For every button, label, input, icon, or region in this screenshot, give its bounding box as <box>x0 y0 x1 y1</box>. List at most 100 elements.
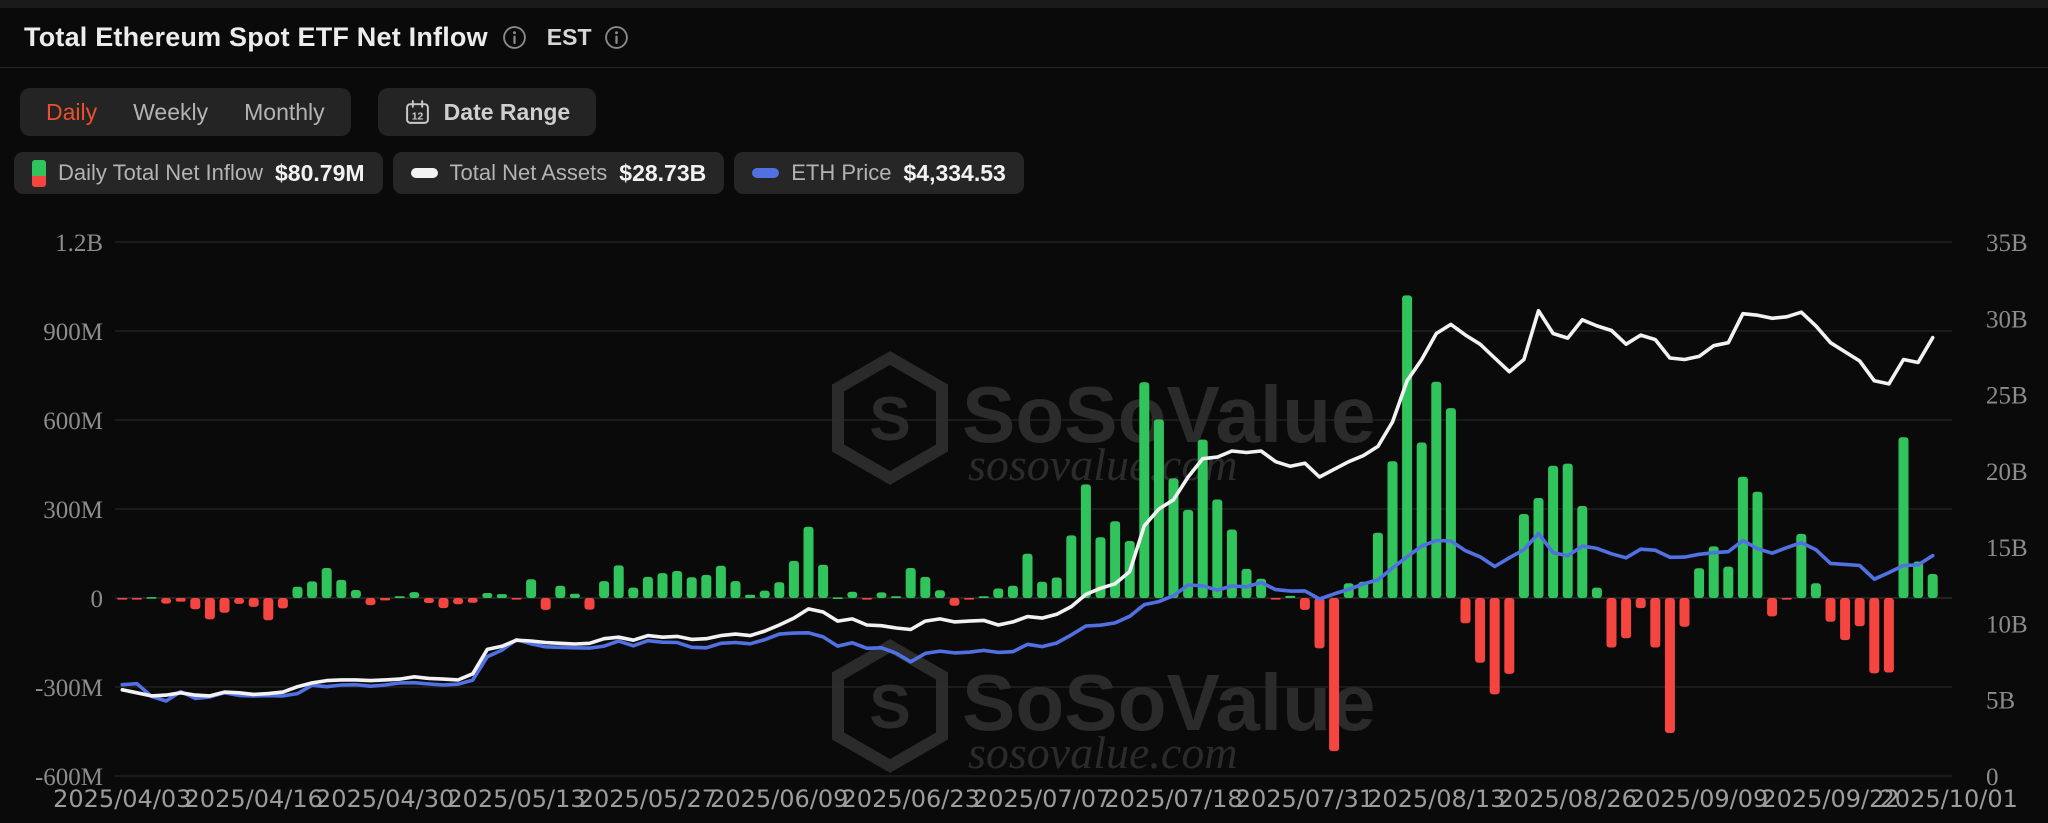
bar <box>1329 598 1340 752</box>
white-dash-swatch-icon <box>410 168 438 178</box>
bar <box>1548 465 1559 598</box>
svg-text:sosovalue.com: sosovalue.com <box>968 727 1238 778</box>
bar <box>1387 461 1398 598</box>
bar <box>701 574 712 598</box>
bar <box>409 592 420 598</box>
bar <box>1708 546 1719 598</box>
bar <box>1372 532 1383 598</box>
bar <box>1110 521 1121 598</box>
bar <box>642 576 653 598</box>
bar <box>482 593 493 598</box>
eth-price-line[interactable] <box>120 531 1935 703</box>
bar <box>219 598 230 613</box>
bar <box>350 590 361 598</box>
bar <box>672 571 683 598</box>
svg-text:-600M: -600M <box>35 764 103 791</box>
bar <box>1066 535 1077 598</box>
bar <box>175 598 186 602</box>
legend-value: $28.73B <box>619 159 707 186</box>
bar <box>1037 581 1048 598</box>
bar <box>1007 585 1018 598</box>
bar <box>453 598 464 605</box>
bar <box>1650 598 1661 648</box>
legend-pill-daily-net-inflow[interactable]: Daily Total Net Inflow $80.79M <box>14 152 383 194</box>
chart-legend: Daily Total Net Inflow $80.79M Total Net… <box>14 152 1024 194</box>
svg-text:2025/05/13: 2025/05/13 <box>447 785 585 813</box>
bar <box>526 579 537 598</box>
bar <box>1489 598 1500 695</box>
bar <box>1270 598 1281 600</box>
tab-weekly[interactable]: Weekly <box>133 98 209 125</box>
legend-value: $4,334.53 <box>903 159 1006 186</box>
bar <box>934 590 945 598</box>
bar <box>832 597 843 599</box>
svg-text:2025/07/07: 2025/07/07 <box>973 785 1111 813</box>
svg-text:2025/06/09: 2025/06/09 <box>710 785 848 813</box>
tab-daily[interactable]: Daily <box>46 98 98 125</box>
net-inflow-bars[interactable] <box>117 295 1938 752</box>
legend-pill-total-net-assets[interactable]: Total Net Assets $28.73B <box>392 152 725 194</box>
bar <box>1825 598 1836 622</box>
bar <box>380 598 391 601</box>
bar <box>613 565 624 598</box>
bar <box>234 598 245 604</box>
bar <box>263 598 274 621</box>
green-red-bar-swatch-icon <box>32 159 46 187</box>
y-axis-right-labels: 35B 30B 25B 20B 15B 10B 5B 0 <box>1986 230 2028 791</box>
bar <box>1621 598 1632 639</box>
legend-label: Daily Total Net Inflow <box>58 160 264 185</box>
bar <box>745 594 756 598</box>
bar <box>146 597 157 599</box>
bar <box>978 596 989 598</box>
bar <box>161 598 172 604</box>
bar <box>1445 408 1456 598</box>
bar <box>1898 437 1909 598</box>
svg-text:0: 0 <box>1986 764 1999 791</box>
bar <box>540 598 551 610</box>
bar <box>307 581 318 598</box>
est-info-icon[interactable] <box>604 25 629 50</box>
bar <box>1241 568 1252 598</box>
svg-text:2025/06/23: 2025/06/23 <box>842 785 980 813</box>
tab-monthly[interactable]: Monthly <box>244 98 325 125</box>
date-range-label: Date Range <box>443 98 571 125</box>
bar <box>964 598 975 600</box>
legend-pill-eth-price[interactable]: ETH Price $4,334.53 <box>734 152 1024 194</box>
bar <box>1095 537 1106 598</box>
bar <box>1810 583 1821 598</box>
bar <box>1796 533 1807 598</box>
bar <box>248 598 259 607</box>
chart-header: Total Ethereum Spot ETF Net Inflow EST <box>0 8 2048 68</box>
bar <box>1168 478 1179 598</box>
bar <box>1402 295 1413 598</box>
chart-canvas[interactable]: 1.2B 900M 600M 300M 0 -300M -600M 35B 30B 25B 20B 1… <box>0 200 2048 823</box>
bar <box>1197 439 1208 598</box>
svg-text:2025/09/22: 2025/09/22 <box>1761 785 1899 813</box>
bar <box>1183 509 1194 598</box>
bar <box>905 568 916 598</box>
bar <box>1927 574 1938 598</box>
bar <box>555 585 566 598</box>
bar <box>467 598 478 603</box>
bar <box>1606 598 1617 648</box>
svg-text:1.2B: 1.2B <box>55 230 103 257</box>
bar <box>1840 598 1851 641</box>
bar <box>569 593 580 598</box>
info-icon[interactable] <box>502 25 527 50</box>
est-label: EST <box>546 24 592 50</box>
total-net-assets-line[interactable] <box>120 308 1935 698</box>
legend-label: Total Net Assets <box>449 160 608 185</box>
bar <box>438 598 449 609</box>
svg-text:SoSoValue: SoSoValue <box>962 370 1375 459</box>
bar <box>204 598 215 620</box>
date-range-button[interactable]: 12 Date Range <box>377 88 597 136</box>
svg-text:2025/05/27: 2025/05/27 <box>579 785 717 813</box>
bar <box>920 576 931 598</box>
svg-text:-300M: -300M <box>35 675 103 702</box>
legend-value: $80.79M <box>275 159 365 186</box>
bar <box>1664 598 1675 733</box>
bar <box>1679 598 1690 627</box>
bar <box>277 598 288 609</box>
bar <box>1752 491 1763 598</box>
bar <box>1635 598 1646 609</box>
